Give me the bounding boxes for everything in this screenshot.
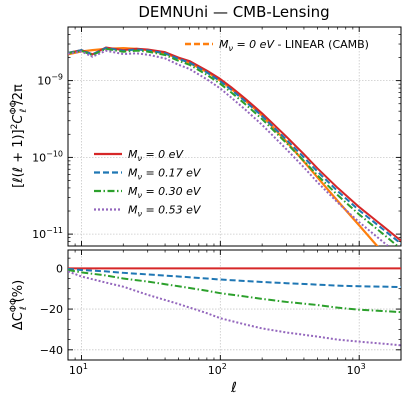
bottom-axes-frame: [67, 249, 402, 361]
bottom-panel: 0 −20 −40 101 102 103 ΔCΦΦℓ(%) ℓ: [9, 249, 402, 396]
bottom-y-tick-label: −20: [40, 303, 63, 316]
bottom-y-tick-label: −40: [40, 344, 63, 357]
legend-label-series: Mν = 0.30 eV: [128, 185, 202, 200]
top-y-tick-label: 10−11: [32, 226, 63, 241]
top-series-mnu-017: [68, 47, 401, 245]
top-axes-frame: [67, 26, 402, 247]
top-series-mnu-053: [68, 49, 390, 246]
bottom-y-axis-label: ΔCΦΦℓ(%): [9, 280, 29, 330]
x-axis-label: ℓ: [230, 380, 237, 396]
bottom-x-tick-label: 101: [69, 362, 88, 377]
bottom-x-tick-label: 102: [208, 362, 227, 377]
chart-title: DEMNUni — CMB-Lensing: [138, 3, 329, 21]
top-series-mnu-030: [68, 47, 399, 246]
bottom-series-mnu-017: [68, 267, 401, 289]
legend-label-series: Mν = 0.17 eV: [128, 167, 202, 182]
legend-label-series: Mν = 0.53 eV: [128, 204, 202, 219]
top-y-tick-label: 10−9: [37, 73, 63, 88]
bottom-x-tick-label: 103: [347, 362, 366, 377]
top-y-tick-label: 10−10: [32, 149, 63, 164]
legend-series: Mν = 0 eV Mν = 0.17 eV Mν = 0.30 eV Mν = 0.…: [94, 148, 202, 219]
bottom-series-mnu-030: [68, 268, 401, 314]
legend-label-series: Mν = 0 eV: [128, 148, 184, 163]
top-panel: 10−9 10−10 10−11 [ℓ(ℓ + 1)]2CΦΦℓ/2π Mν = 0 e…: [9, 26, 402, 247]
bottom-series-mnu-053: [68, 270, 401, 347]
legend-linear-reference: Mν = 0 eV - LINEAR (CAMB): [185, 38, 369, 53]
top-y-axis-label: [ℓ(ℓ + 1)]2CΦΦℓ/2π: [9, 84, 29, 188]
bottom-y-tick-label: 0: [56, 262, 63, 275]
top-reference-series-mnu-0: [68, 47, 379, 246]
top-series-mnu-0: [68, 46, 401, 242]
legend-label-linear-camb: Mν = 0 eV - LINEAR (CAMB): [219, 38, 369, 53]
